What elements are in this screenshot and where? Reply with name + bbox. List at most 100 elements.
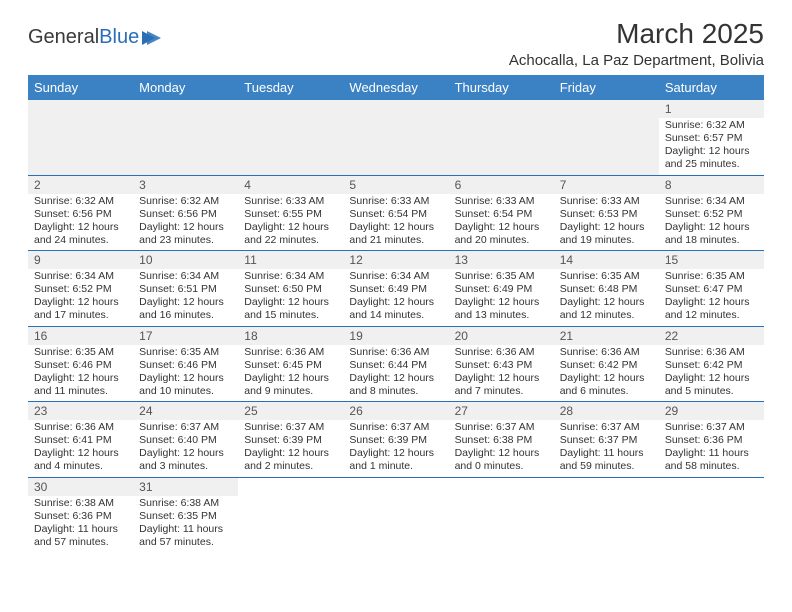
daylight-line: Daylight: 12 hours and 4 minutes. [34,447,127,473]
sunrise-line: Sunrise: 6:34 AM [139,270,232,283]
day-header: Wednesday [343,75,448,100]
calendar-cell: 9Sunrise: 6:34 AMSunset: 6:52 PMDaylight… [28,251,133,327]
sunset-line: Sunset: 6:54 PM [455,208,548,221]
sunset-line: Sunset: 6:42 PM [665,359,758,372]
day-header: Saturday [659,75,764,100]
sunset-line: Sunset: 6:52 PM [34,283,127,296]
day-details: Sunrise: 6:34 AMSunset: 6:51 PMDaylight:… [133,269,238,326]
day-number: 17 [133,327,238,345]
calendar-cell: 17Sunrise: 6:35 AMSunset: 6:46 PMDayligh… [133,326,238,402]
sunset-line: Sunset: 6:56 PM [139,208,232,221]
day-number: 24 [133,402,238,420]
sunset-line: Sunset: 6:41 PM [34,434,127,447]
daylight-line: Daylight: 12 hours and 25 minutes. [665,145,758,171]
sunrise-line: Sunrise: 6:37 AM [455,421,548,434]
daylight-line: Daylight: 12 hours and 21 minutes. [349,221,442,247]
sunrise-line: Sunrise: 6:34 AM [665,195,758,208]
sunrise-line: Sunrise: 6:33 AM [455,195,548,208]
day-number: 6 [449,176,554,194]
day-number: 14 [554,251,659,269]
day-number: 29 [659,402,764,420]
daylight-line: Daylight: 11 hours and 57 minutes. [34,523,127,549]
sunset-line: Sunset: 6:40 PM [139,434,232,447]
sunrise-line: Sunrise: 6:33 AM [560,195,653,208]
calendar-cell: 12Sunrise: 6:34 AMSunset: 6:49 PMDayligh… [343,251,448,327]
day-header: Friday [554,75,659,100]
calendar-cell [659,477,764,552]
day-number: 26 [343,402,448,420]
sunrise-line: Sunrise: 6:36 AM [665,346,758,359]
day-header: Monday [133,75,238,100]
sunrise-line: Sunrise: 6:36 AM [560,346,653,359]
calendar-cell [28,100,133,175]
day-number: 25 [238,402,343,420]
day-header: Thursday [449,75,554,100]
day-details: Sunrise: 6:35 AMSunset: 6:48 PMDaylight:… [554,269,659,326]
sunrise-line: Sunrise: 6:32 AM [139,195,232,208]
day-number: 3 [133,176,238,194]
day-details: Sunrise: 6:32 AMSunset: 6:56 PMDaylight:… [28,194,133,251]
day-details: Sunrise: 6:35 AMSunset: 6:47 PMDaylight:… [659,269,764,326]
calendar-cell [449,477,554,552]
day-details: Sunrise: 6:35 AMSunset: 6:46 PMDaylight:… [28,345,133,402]
calendar-cell: 14Sunrise: 6:35 AMSunset: 6:48 PMDayligh… [554,251,659,327]
day-details: Sunrise: 6:34 AMSunset: 6:50 PMDaylight:… [238,269,343,326]
sunrise-line: Sunrise: 6:37 AM [665,421,758,434]
day-details: Sunrise: 6:36 AMSunset: 6:41 PMDaylight:… [28,420,133,477]
calendar-row: 9Sunrise: 6:34 AMSunset: 6:52 PMDaylight… [28,251,764,327]
title-block: March 2025 Achocalla, La Paz Department,… [509,18,764,69]
daylight-line: Daylight: 12 hours and 1 minute. [349,447,442,473]
calendar-cell [554,477,659,552]
calendar-cell: 30Sunrise: 6:38 AMSunset: 6:36 PMDayligh… [28,477,133,552]
day-details: Sunrise: 6:36 AMSunset: 6:43 PMDaylight:… [449,345,554,402]
calendar-cell: 3Sunrise: 6:32 AMSunset: 6:56 PMDaylight… [133,175,238,251]
calendar-cell [343,477,448,552]
calendar-cell [554,100,659,175]
day-details: Sunrise: 6:36 AMSunset: 6:44 PMDaylight:… [343,345,448,402]
daylight-line: Daylight: 12 hours and 23 minutes. [139,221,232,247]
sunset-line: Sunset: 6:47 PM [665,283,758,296]
sunrise-line: Sunrise: 6:35 AM [560,270,653,283]
day-details: Sunrise: 6:37 AMSunset: 6:40 PMDaylight:… [133,420,238,477]
sunset-line: Sunset: 6:57 PM [665,132,758,145]
calendar-cell: 15Sunrise: 6:35 AMSunset: 6:47 PMDayligh… [659,251,764,327]
day-number: 12 [343,251,448,269]
daylight-line: Daylight: 12 hours and 12 minutes. [665,296,758,322]
sunset-line: Sunset: 6:43 PM [455,359,548,372]
header: GeneralBlue March 2025 Achocalla, La Paz… [28,18,764,69]
day-number: 31 [133,478,238,496]
day-number: 21 [554,327,659,345]
calendar-cell: 1Sunrise: 6:32 AMSunset: 6:57 PMDaylight… [659,100,764,175]
day-details: Sunrise: 6:33 AMSunset: 6:55 PMDaylight:… [238,194,343,251]
daylight-line: Daylight: 12 hours and 8 minutes. [349,372,442,398]
calendar-cell [133,100,238,175]
sunset-line: Sunset: 6:39 PM [244,434,337,447]
sunrise-line: Sunrise: 6:34 AM [244,270,337,283]
daylight-line: Daylight: 12 hours and 10 minutes. [139,372,232,398]
day-number: 28 [554,402,659,420]
day-number: 1 [659,100,764,118]
daylight-line: Daylight: 12 hours and 0 minutes. [455,447,548,473]
calendar-cell: 23Sunrise: 6:36 AMSunset: 6:41 PMDayligh… [28,402,133,478]
sunrise-line: Sunrise: 6:35 AM [665,270,758,283]
daylight-line: Daylight: 12 hours and 5 minutes. [665,372,758,398]
sunrise-line: Sunrise: 6:32 AM [665,119,758,132]
day-details: Sunrise: 6:34 AMSunset: 6:52 PMDaylight:… [659,194,764,251]
day-number: 15 [659,251,764,269]
calendar-cell: 20Sunrise: 6:36 AMSunset: 6:43 PMDayligh… [449,326,554,402]
calendar-row: 1Sunrise: 6:32 AMSunset: 6:57 PMDaylight… [28,100,764,175]
day-number: 2 [28,176,133,194]
calendar-row: 30Sunrise: 6:38 AMSunset: 6:36 PMDayligh… [28,477,764,552]
sunset-line: Sunset: 6:36 PM [34,510,127,523]
calendar-cell: 28Sunrise: 6:37 AMSunset: 6:37 PMDayligh… [554,402,659,478]
sunset-line: Sunset: 6:35 PM [139,510,232,523]
calendar-cell [449,100,554,175]
calendar-cell: 18Sunrise: 6:36 AMSunset: 6:45 PMDayligh… [238,326,343,402]
daylight-line: Daylight: 12 hours and 6 minutes. [560,372,653,398]
day-number: 5 [343,176,448,194]
day-details: Sunrise: 6:34 AMSunset: 6:49 PMDaylight:… [343,269,448,326]
daylight-line: Daylight: 11 hours and 59 minutes. [560,447,653,473]
sunrise-line: Sunrise: 6:37 AM [139,421,232,434]
daylight-line: Daylight: 12 hours and 11 minutes. [34,372,127,398]
daylight-line: Daylight: 12 hours and 7 minutes. [455,372,548,398]
